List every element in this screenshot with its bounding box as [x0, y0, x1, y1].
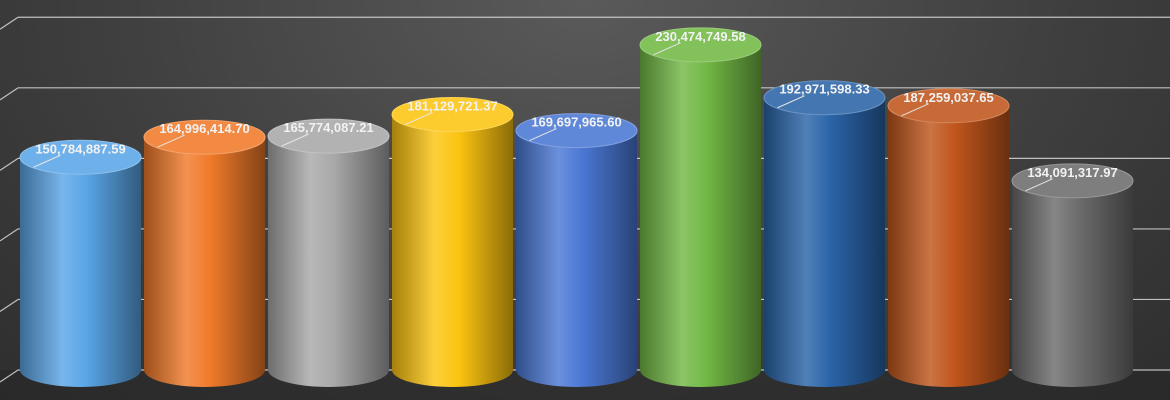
data-label-leader	[653, 42, 681, 56]
data-label-leader	[1025, 178, 1053, 192]
data-label: 164,996,414.70	[159, 121, 249, 136]
bar-top	[515, 113, 638, 149]
data-label-leader	[33, 154, 61, 168]
data-label-leader	[901, 103, 929, 117]
bar-top	[267, 118, 390, 154]
data-label-leader	[529, 128, 557, 142]
bar-body	[20, 157, 141, 387]
data-label: 230,474,749.58	[655, 29, 745, 44]
data-label: 169,697,965.60	[531, 115, 621, 130]
bar-body	[1012, 180, 1133, 387]
data-label-leader	[157, 134, 185, 148]
gridline-depth-edge	[0, 228, 19, 242]
bars	[19, 27, 1134, 387]
data-label-leader	[281, 133, 309, 147]
bar-body	[764, 97, 885, 387]
data-label-leader	[405, 111, 433, 125]
bar-body	[392, 114, 513, 387]
gridline-depth-edge	[0, 157, 19, 171]
bar-body	[640, 44, 761, 387]
gridline-depth-edge	[0, 298, 19, 312]
bar-body	[888, 105, 1009, 387]
bar-body	[144, 137, 265, 387]
bar-top	[19, 139, 142, 175]
bar-top	[639, 27, 762, 63]
data-label-leader	[777, 95, 805, 109]
data-labels: 150,784,887.59 164,996,414.70 165,774,087.…	[33, 29, 1118, 192]
bar-body	[268, 136, 389, 387]
gridline-depth-edge	[0, 369, 19, 383]
bar-body	[516, 130, 637, 387]
data-label: 150,784,887.59	[35, 141, 125, 156]
data-label: 134,091,317.97	[1027, 165, 1117, 180]
gridline-depth-edge	[0, 87, 19, 101]
bar-top	[1011, 163, 1134, 199]
data-label: 192,971,598.33	[779, 82, 869, 97]
bar-top	[391, 96, 514, 132]
data-label: 165,774,087.21	[283, 120, 373, 135]
bar-top	[763, 80, 886, 116]
data-label: 187,259,037.65	[903, 90, 993, 105]
data-label: 181,129,721.37	[407, 98, 497, 113]
bar-top	[887, 88, 1010, 124]
bar-top	[143, 119, 266, 155]
gridline-depth-edge	[0, 16, 19, 30]
